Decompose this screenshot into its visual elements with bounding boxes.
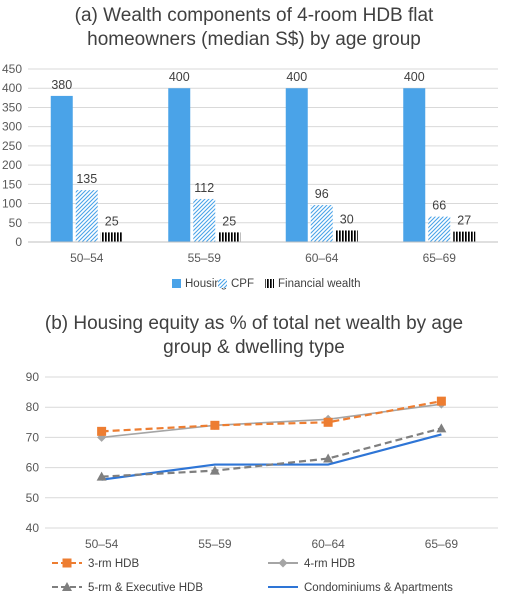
chart-b-legend-marker-3-rm-hdb — [62, 558, 72, 568]
chart-a-y-tick-label: 200 — [2, 158, 22, 172]
chart-b-x-tick-label: 60–64 — [311, 537, 345, 551]
chart-b-legend-label: 3-rm HDB — [88, 558, 139, 570]
chart-b-legend-marker-4-rm-hdb — [278, 558, 288, 568]
chart-b-legend-label: 4-rm HDB — [304, 558, 355, 570]
chart-b-point-5-rm-executive-hdb — [323, 453, 334, 463]
chart-a-data-label: 400 — [404, 70, 425, 84]
chart-a-data-label: 380 — [51, 78, 72, 92]
chart-a-y-tick-label: 400 — [2, 81, 22, 95]
chart-a-bar-financial-wealth — [335, 230, 358, 242]
chart-a-bar-housing — [285, 88, 308, 242]
chart-a-y-tick-label: 250 — [2, 139, 22, 153]
chart-a-bar-housing — [50, 95, 73, 243]
chart-b-y-tick-label: 50 — [26, 491, 40, 505]
chart-a-data-label: 96 — [315, 187, 329, 201]
chart-a-y-tick-label: 150 — [2, 177, 22, 191]
chart-a-bar-housing — [403, 88, 426, 242]
chart-a-data-label: 27 — [457, 214, 471, 228]
chart-b-y-tick-label: 70 — [26, 430, 40, 444]
chart-b-y-tick-label: 90 — [26, 370, 40, 384]
chart-b-point-3-rm-hdb — [97, 426, 107, 436]
chart-b-title-line-2: group & dwelling type — [163, 337, 345, 358]
chart-a-y-tick-label: 300 — [2, 120, 22, 134]
chart-a-bar-financial-wealth — [453, 231, 476, 242]
chart-a-legend-label: Financial wealth — [278, 278, 360, 290]
chart-a-data-label: 112 — [194, 181, 214, 195]
chart-a-data-label: 400 — [286, 70, 307, 84]
chart-a-y-tick-label: 50 — [9, 216, 23, 230]
chart-a-y-tick-label: 100 — [2, 197, 22, 211]
chart-a-bar-financial-wealth — [100, 232, 123, 242]
chart-a-x-tick-label: 50–54 — [70, 251, 104, 265]
chart-b-series-line-5-rm-executive-hdb — [101, 427, 442, 478]
chart-b-point-5-rm-executive-hdb — [436, 423, 447, 433]
chart-b-y-tick-label: 40 — [26, 521, 40, 535]
chart-a-y-tick-label: 450 — [2, 62, 22, 76]
chart-a-bar-cpf — [75, 190, 98, 242]
chart-a-data-label: 135 — [76, 172, 97, 186]
chart-b-legend-label: Condominiums & Apartments — [304, 582, 453, 594]
chart-a-legend-swatch-cpf — [218, 279, 227, 288]
chart-a-bar-financial-wealth — [218, 232, 241, 242]
chart-b-point-5-rm-executive-hdb — [209, 465, 220, 475]
chart-b-y-tick-label: 60 — [26, 461, 40, 475]
chart-b-title-line-1: (b) Housing equity as % of total net wea… — [44, 313, 464, 334]
chart-b-series-line-4-rm-hdb — [101, 403, 442, 439]
chart-b-point-5-rm-executive-hdb — [96, 471, 107, 481]
chart-a-legend-label: Housing — [185, 278, 227, 290]
chart-a-legend-swatch-financial-wealth — [265, 279, 274, 288]
chart-a-legend-label: CPF — [231, 278, 254, 290]
chart-b-x-tick-label: 55–59 — [198, 537, 232, 551]
chart-a-data-label: 30 — [340, 212, 354, 226]
chart-a-data-label: 25 — [222, 214, 236, 228]
chart-b-legend-label: 5-rm & Executive HDB — [88, 582, 203, 594]
bar-chart-wealth-components: 380 135 25 400 112 25 400 96 30 400 66 27 0 50 100 150… — [2, 62, 498, 290]
chart-a-x-tick-label: 55–59 — [188, 251, 222, 265]
chart-b-series-line-3-rm-hdb — [101, 400, 442, 433]
chart-a-bar-cpf — [310, 205, 333, 242]
chart-a-data-label: 400 — [169, 70, 190, 84]
chart-a-y-tick-label: 0 — [15, 235, 22, 249]
chart-b-point-3-rm-hdb — [210, 420, 220, 430]
chart-b-x-tick-label: 50–54 — [85, 537, 119, 551]
chart-a-bar-cpf — [428, 216, 451, 242]
chart-a-title-line-1: (a) Wealth components of 4-room HDB flat — [74, 5, 434, 26]
chart-b-x-tick-label: 65–69 — [425, 537, 459, 551]
chart-a-legend-swatch-housing — [172, 279, 181, 288]
chart-b-title: (b) Housing equity as % of total net wea… — [0, 312, 508, 360]
chart-b-point-3-rm-hdb — [323, 417, 333, 427]
chart-a-title-line-2: homeowners (median S$) by age group — [87, 29, 421, 50]
chart-a-x-tick-label: 65–69 — [423, 251, 457, 265]
chart-b-point-3-rm-hdb — [436, 396, 446, 406]
chart-a-title: (a) Wealth components of 4-room HDB flat… — [0, 4, 508, 52]
chart-a-data-label: 66 — [432, 199, 446, 213]
chart-a-bar-cpf — [193, 198, 216, 242]
chart-a-data-label: 25 — [105, 214, 119, 228]
chart-b-y-tick-label: 80 — [26, 400, 40, 414]
chart-a-x-tick-label: 60–64 — [305, 251, 339, 265]
chart-a-y-tick-label: 350 — [2, 100, 22, 114]
chart-b-legend-marker-5-rm-executive-hdb — [62, 582, 72, 591]
chart-a-bar-housing — [168, 88, 191, 242]
